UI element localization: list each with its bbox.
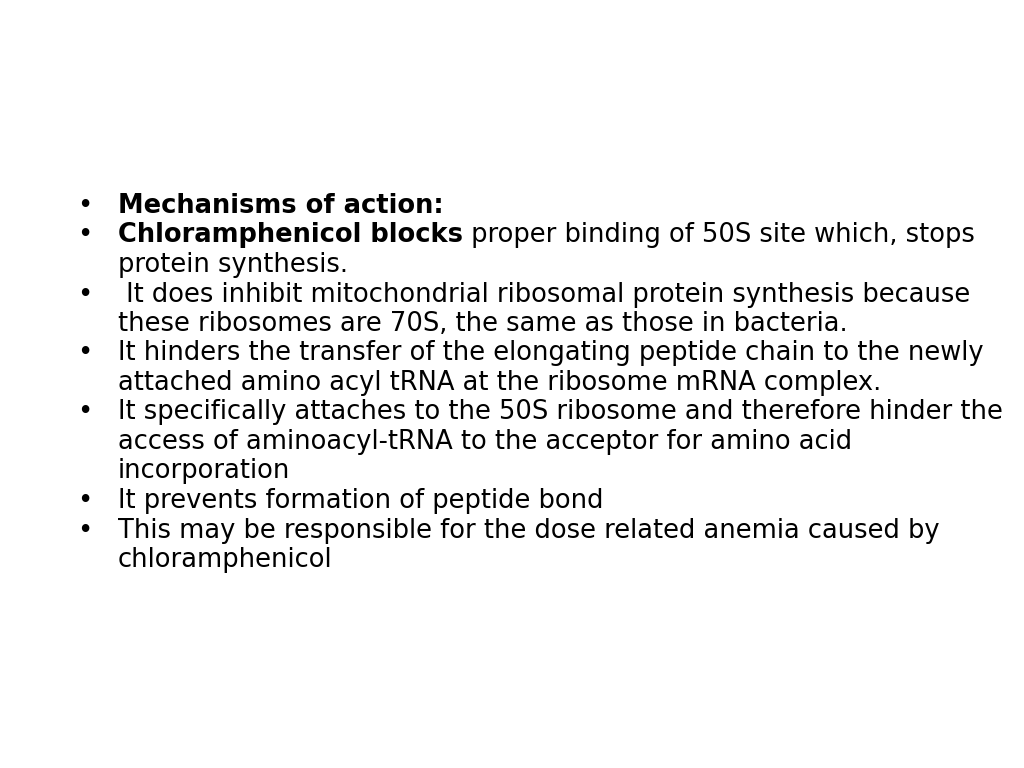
Text: •: • bbox=[78, 223, 92, 249]
Text: chloramphenicol: chloramphenicol bbox=[118, 547, 333, 573]
Text: It prevents formation of peptide bond: It prevents formation of peptide bond bbox=[118, 488, 603, 514]
Text: Chloramphenicol blocks: Chloramphenicol blocks bbox=[118, 223, 463, 249]
Text: It specifically attaches to the 50S ribosome and therefore hinder the: It specifically attaches to the 50S ribo… bbox=[118, 399, 1002, 425]
Text: •: • bbox=[78, 488, 92, 514]
Text: access of aminoacyl-tRNA to the acceptor for amino acid: access of aminoacyl-tRNA to the acceptor… bbox=[118, 429, 852, 455]
Text: attached amino acyl tRNA at the ribosome mRNA complex.: attached amino acyl tRNA at the ribosome… bbox=[118, 370, 882, 396]
Text: incorporation: incorporation bbox=[118, 458, 291, 485]
Text: •: • bbox=[78, 518, 92, 544]
Text: •: • bbox=[78, 193, 92, 219]
Text: •: • bbox=[78, 399, 92, 425]
Text: Mechanisms of action:: Mechanisms of action: bbox=[118, 193, 443, 219]
Text: these ribosomes are 70S, the same as those in bacteria.: these ribosomes are 70S, the same as tho… bbox=[118, 311, 848, 337]
Text: protein synthesis.: protein synthesis. bbox=[118, 252, 348, 278]
Text: It does inhibit mitochondrial ribosomal protein synthesis because: It does inhibit mitochondrial ribosomal … bbox=[118, 282, 971, 307]
Text: This may be responsible for the dose related anemia caused by: This may be responsible for the dose rel… bbox=[118, 518, 940, 544]
Text: proper binding of 50S site which, stops: proper binding of 50S site which, stops bbox=[463, 223, 975, 249]
Text: •: • bbox=[78, 282, 92, 307]
Text: •: • bbox=[78, 340, 92, 366]
Text: It hinders the transfer of the elongating peptide chain to the newly: It hinders the transfer of the elongatin… bbox=[118, 340, 984, 366]
